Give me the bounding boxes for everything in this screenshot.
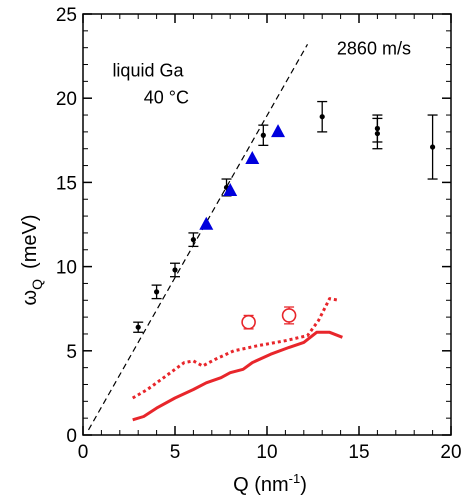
triangle-point	[223, 183, 238, 197]
y-tick-label: 20	[56, 89, 77, 110]
y-axis-label-symbol: ω	[19, 290, 41, 306]
data-point	[430, 144, 436, 150]
x-tick-label: 20	[440, 442, 461, 463]
x-tick-label: 0	[78, 442, 89, 463]
y-axis-label: ωQ (meV)	[19, 215, 45, 306]
x-tick-label: 15	[348, 442, 369, 463]
data-point	[172, 267, 178, 273]
data-point	[374, 130, 380, 137]
y-tick-label: 25	[56, 5, 77, 26]
red-dotted-line-series	[131, 297, 340, 400]
triangle-point	[271, 124, 286, 138]
y-tick-label: 15	[56, 173, 77, 194]
y-axis-label-subscript: Q	[29, 279, 45, 290]
triangle-point	[245, 151, 260, 165]
data-point	[190, 237, 196, 243]
x-axis-label-close: )	[300, 474, 307, 496]
x-tick-label: 10	[256, 442, 277, 463]
data-point	[154, 289, 160, 295]
red-solid-line-series	[132, 330, 343, 422]
data-point	[319, 114, 325, 120]
x-axis-label-superscript: -1	[289, 471, 301, 486]
annotation-label: liquid Ga	[112, 60, 184, 80]
y-axis-label-units: (meV)	[19, 215, 41, 269]
y-tick-label: 5	[66, 342, 77, 363]
data-point	[260, 132, 266, 138]
open-circle-point	[241, 314, 256, 330]
annotations: liquid Ga 40 °C 2860 m/s	[112, 38, 411, 107]
x-axis-label: Q (nm-1)	[233, 471, 307, 496]
axis-ticks: 0 5 10 15 20 0 5 10 15 20 25	[56, 5, 461, 463]
data-point	[135, 324, 141, 330]
annotation-label: 2860 m/s	[337, 38, 411, 58]
y-tick-label: 0	[66, 426, 77, 447]
x-axis-label-text: Q (nm	[233, 474, 289, 496]
open-circle-point	[281, 308, 297, 323]
y-tick-label: 10	[56, 258, 77, 279]
black-dashed-line-series	[87, 44, 309, 431]
annotation-label: 40 °C	[144, 87, 189, 107]
triangle-point	[199, 216, 214, 230]
x-tick-label: 5	[170, 442, 181, 463]
plot-area	[87, 44, 438, 431]
